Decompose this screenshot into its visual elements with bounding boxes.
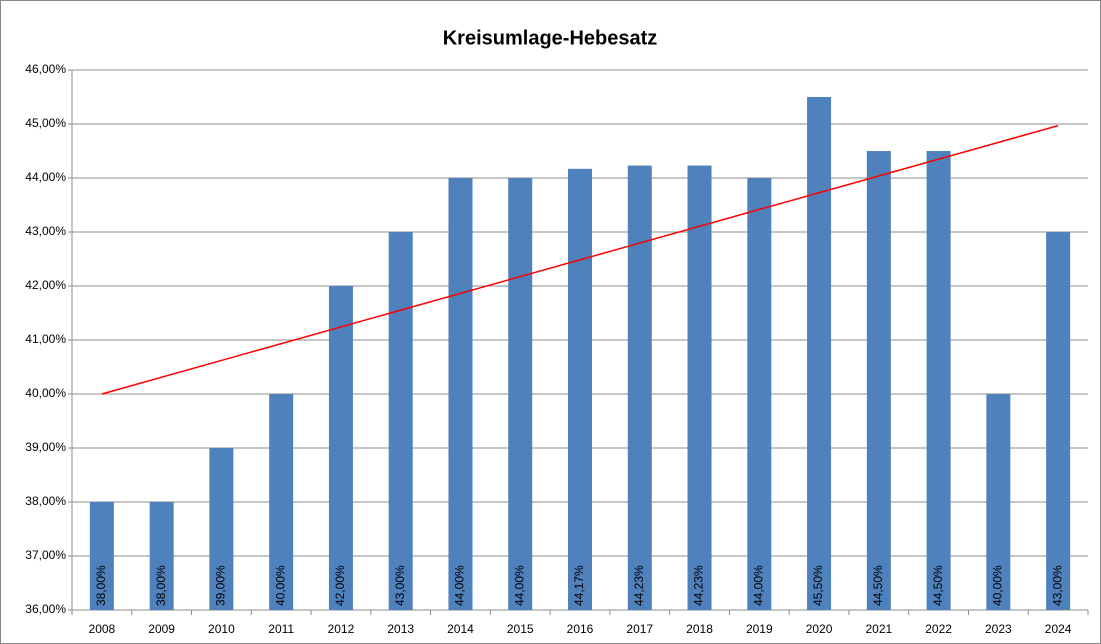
y-tick-label: 37,00% <box>25 548 66 562</box>
bar <box>986 394 1011 610</box>
bar <box>508 178 533 610</box>
value-label: 38,00% <box>154 565 168 606</box>
value-label: 44,17% <box>572 565 586 606</box>
bar <box>388 232 413 610</box>
x-tick-label: 2022 <box>925 622 952 636</box>
x-tick-label: 2008 <box>89 622 116 636</box>
y-tick-label: 42,00% <box>25 278 66 292</box>
x-tick-label: 2020 <box>806 622 833 636</box>
x-tick-label: 2009 <box>148 622 175 636</box>
value-label: 38,00% <box>94 565 108 606</box>
value-label: 44,00% <box>512 565 526 606</box>
chart-title: Kreisumlage-Hebesatz <box>443 27 658 49</box>
x-tick-label: 2024 <box>1045 622 1072 636</box>
bar <box>89 502 114 610</box>
bar <box>866 151 891 610</box>
x-tick-label: 2017 <box>626 622 653 636</box>
y-tick-label: 36,00% <box>25 602 66 616</box>
value-label: 39,00% <box>214 565 228 606</box>
value-label: 45,50% <box>811 565 825 606</box>
x-tick-label: 2021 <box>865 622 892 636</box>
y-tick-label: 38,00% <box>25 494 66 508</box>
y-tick-label: 40,00% <box>25 386 66 400</box>
x-tick-label: 2014 <box>447 622 474 636</box>
value-label: 44,00% <box>751 565 765 606</box>
y-tick-label: 46,00% <box>25 62 66 76</box>
value-label: 44,50% <box>871 565 885 606</box>
y-tick-label: 43,00% <box>25 224 66 238</box>
bar <box>328 286 353 610</box>
x-tick-label: 2019 <box>746 622 773 636</box>
x-tick-label: 2011 <box>268 622 294 636</box>
bar <box>687 165 712 610</box>
value-label: 44,00% <box>453 565 467 606</box>
y-tick-label: 44,00% <box>25 170 66 184</box>
bar <box>926 151 951 610</box>
value-label: 44,50% <box>931 565 945 606</box>
bar <box>1046 232 1071 610</box>
value-label: 40,00% <box>991 565 1005 606</box>
x-tick-label: 2010 <box>208 622 235 636</box>
x-tick-label: 2023 <box>985 622 1012 636</box>
trend-line <box>101 124 1059 395</box>
x-tick-label: 2016 <box>567 622 594 636</box>
value-label: 44,23% <box>632 565 646 606</box>
value-label: 42,00% <box>333 565 347 606</box>
y-tick-label: 41,00% <box>25 332 66 346</box>
bar <box>209 448 234 610</box>
x-tick-label: 2013 <box>387 622 414 636</box>
bar <box>149 502 174 610</box>
value-label: 40,00% <box>273 565 287 606</box>
y-tick-label: 39,00% <box>25 440 66 454</box>
bar <box>627 165 652 610</box>
x-tick-label: 2015 <box>507 622 534 636</box>
x-tick-label: 2018 <box>686 622 713 636</box>
value-label: 43,00% <box>393 565 407 606</box>
bar <box>747 178 772 610</box>
value-label: 43,00% <box>1050 565 1064 606</box>
bar <box>448 178 473 610</box>
x-tick-label: 2012 <box>328 622 355 636</box>
bar <box>269 394 294 610</box>
y-tick-label: 45,00% <box>25 116 66 130</box>
value-label: 44,23% <box>692 565 706 606</box>
bar <box>807 97 832 610</box>
bar <box>568 168 592 610</box>
